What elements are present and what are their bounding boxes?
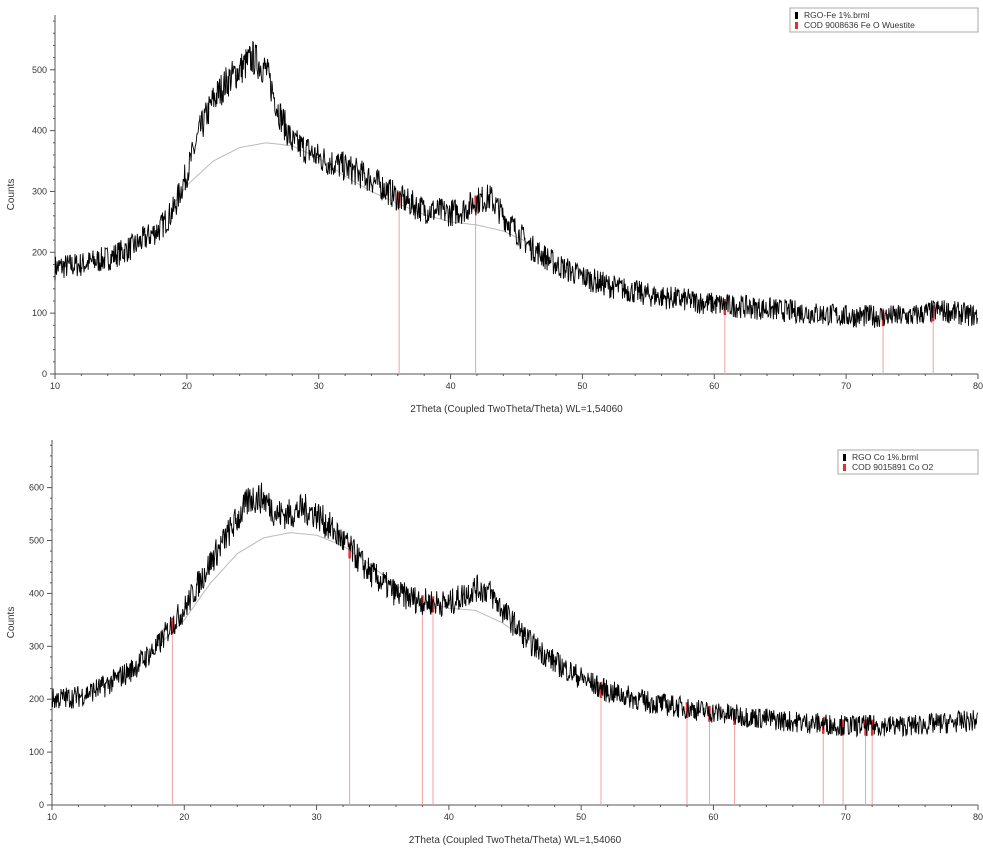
- y-tick-label: 0: [42, 369, 47, 379]
- y-tick-label: 100: [29, 747, 44, 757]
- legend-label-reference: COD 9008636 Fe O Wuestite: [804, 20, 915, 30]
- rgo-co-xrd-chart: 0 100 200 300 400 500 600 10 20 30 40 50 60 70 80 2Thet…: [6, 440, 983, 846]
- x-tick-label: 80: [973, 812, 983, 822]
- x-tick-label: 30: [312, 812, 322, 822]
- y-tick-label: 200: [29, 694, 44, 704]
- x-tick-label: 40: [444, 812, 454, 822]
- y-tick-label: 200: [32, 247, 47, 257]
- y-tick-label: 0: [39, 800, 44, 810]
- x-tick-label: 70: [841, 381, 851, 391]
- x-tick-label: 10: [47, 812, 57, 822]
- y-axis-label: Counts: [6, 607, 17, 639]
- background-curve: [173, 142, 530, 244]
- legend-box: [837, 449, 979, 475]
- legend-swatch-reference: [843, 464, 846, 471]
- y-tick-label: 300: [29, 641, 44, 651]
- x-tick-label: 50: [576, 812, 586, 822]
- y-tick-label: 300: [32, 186, 47, 196]
- legend-label-reference: COD 9015891 Co O2: [852, 462, 934, 472]
- x-tick-label: 30: [314, 381, 324, 391]
- legend-swatch-sample: [843, 454, 846, 461]
- y-tick-label: 400: [32, 126, 47, 136]
- x-tick-label: 20: [179, 812, 189, 822]
- y-tick-label: 500: [29, 536, 44, 546]
- x-tick-label: 60: [708, 812, 718, 822]
- rgo-fe-xrd-chart: 0 100 200 300 400 500 10 20 30 40 50 60 70 80 2Theta (…: [6, 7, 983, 415]
- x-tick-label: 10: [50, 381, 60, 391]
- x-tick-label: 50: [577, 381, 587, 391]
- y-tick-label: 400: [29, 588, 44, 598]
- legend-box: [789, 7, 979, 33]
- diffraction-pattern-line: [54, 41, 978, 328]
- legend-swatch-sample: [795, 12, 798, 19]
- legend-swatch-reference: [795, 22, 798, 29]
- y-axis-label: Counts: [6, 179, 17, 211]
- x-tick-label: 70: [841, 812, 851, 822]
- x-tick-label: 20: [182, 381, 192, 391]
- y-tick-label: 500: [32, 65, 47, 75]
- x-axis-label: 2Theta (Coupled TwoTheta/Theta) WL=1,540…: [409, 835, 622, 846]
- x-tick-label: 40: [446, 381, 456, 391]
- y-tick-label: 600: [29, 483, 44, 493]
- diffraction-pattern-line: [51, 482, 978, 738]
- x-tick-label: 60: [709, 381, 719, 391]
- y-tick-label: 100: [32, 308, 47, 318]
- legend-label-sample: RGO Co 1%.brml: [852, 452, 918, 462]
- legend-label-sample: RGO-Fe 1%.brml: [804, 10, 870, 20]
- x-tick-label: 80: [973, 381, 983, 391]
- x-axis-label: 2Theta (Coupled TwoTheta/Theta) WL=1,540…: [410, 404, 623, 415]
